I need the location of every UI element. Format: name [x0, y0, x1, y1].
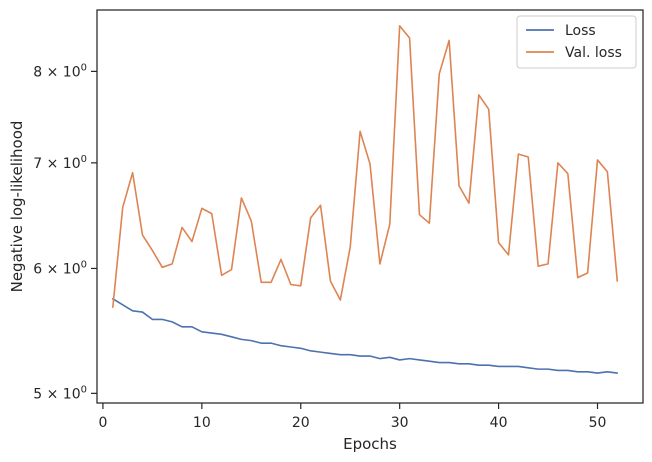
- x-axis-label: Epochs: [343, 435, 397, 453]
- y-tick-label: 7 × 100: [33, 154, 87, 172]
- x-tick-label: 50: [589, 415, 607, 431]
- x-axis: 0 10 20 30 40 50: [98, 403, 606, 431]
- plot-frame: [96, 9, 644, 404]
- legend-box: [516, 15, 637, 69]
- x-tick-label: 20: [292, 415, 310, 431]
- series-line-0: [112, 298, 619, 374]
- y-tick-label: 6 × 100: [33, 259, 87, 277]
- legend-label-0: Loss: [565, 23, 596, 39]
- x-tick-label: 10: [193, 415, 211, 431]
- series-line-1: [112, 25, 619, 308]
- y-axis-label: Negative log-likelihood: [8, 121, 26, 293]
- x-tick-label: 0: [98, 415, 107, 431]
- legend: Loss Val. loss: [516, 15, 637, 69]
- series-lines: [112, 25, 619, 374]
- x-tick-label: 30: [391, 415, 409, 431]
- y-axis: 5 × 100 6 × 100 7 × 100 8 × 100: [33, 62, 97, 402]
- y-tick-label: 5 × 100: [33, 384, 87, 402]
- y-tick-label: 8 × 100: [33, 62, 87, 80]
- x-tick-label: 40: [490, 415, 508, 431]
- legend-label-1: Val. loss: [565, 45, 622, 61]
